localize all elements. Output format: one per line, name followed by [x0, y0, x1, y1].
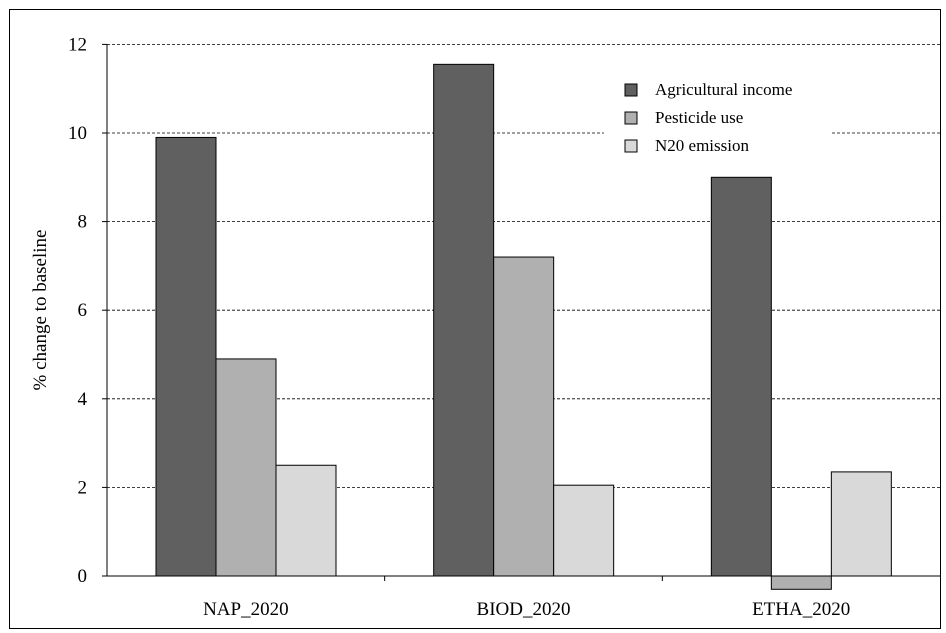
legend-swatch	[624, 139, 638, 153]
bar-n20-emission-biod-2020	[553, 484, 615, 577]
legend: Agricultural income Pesticide use N20 emis…	[604, 72, 832, 172]
legend-background	[604, 72, 832, 172]
legend-label: Agricultural income	[655, 80, 792, 99]
y-tick-label: 2	[78, 477, 88, 498]
legend-label: N20 emission	[655, 136, 749, 155]
bar-n20-emission-etha-2020	[830, 471, 892, 577]
x-tick-label: BIOD_2020	[477, 599, 571, 620]
legend-swatch	[624, 111, 638, 125]
y-axis-label: % change to baseline	[30, 230, 51, 391]
legend-swatch	[624, 83, 638, 97]
bar-pesticide-use-nap-2020	[215, 358, 277, 577]
y-tick-label: 0	[78, 566, 88, 587]
y-tick-label: 12	[68, 34, 87, 55]
bar-n20-emission-nap-2020	[275, 464, 337, 577]
y-tick-label: 4	[78, 389, 88, 410]
x-tick-labels: NAP_2020 BIOD_2020 ETHA_2020	[203, 576, 850, 620]
x-tick-label: ETHA_2020	[752, 599, 850, 620]
bars	[155, 63, 892, 590]
y-tick-label: 10	[68, 123, 87, 144]
bar-agricultural-income-biod-2020	[433, 63, 495, 577]
bar-pesticide-use-etha-2020	[770, 575, 832, 590]
legend-label: Pesticide use	[655, 108, 743, 127]
y-tick-label: 8	[78, 212, 88, 233]
y-tick-labels: 0 2 4 6 8 10 12	[68, 34, 107, 587]
bar-pesticide-use-biod-2020	[493, 256, 555, 577]
x-tick-label: NAP_2020	[203, 599, 289, 620]
y-tick-label: 6	[78, 300, 88, 321]
bar-agricultural-income-nap-2020	[155, 136, 217, 577]
bar-agricultural-income-etha-2020	[710, 176, 772, 577]
